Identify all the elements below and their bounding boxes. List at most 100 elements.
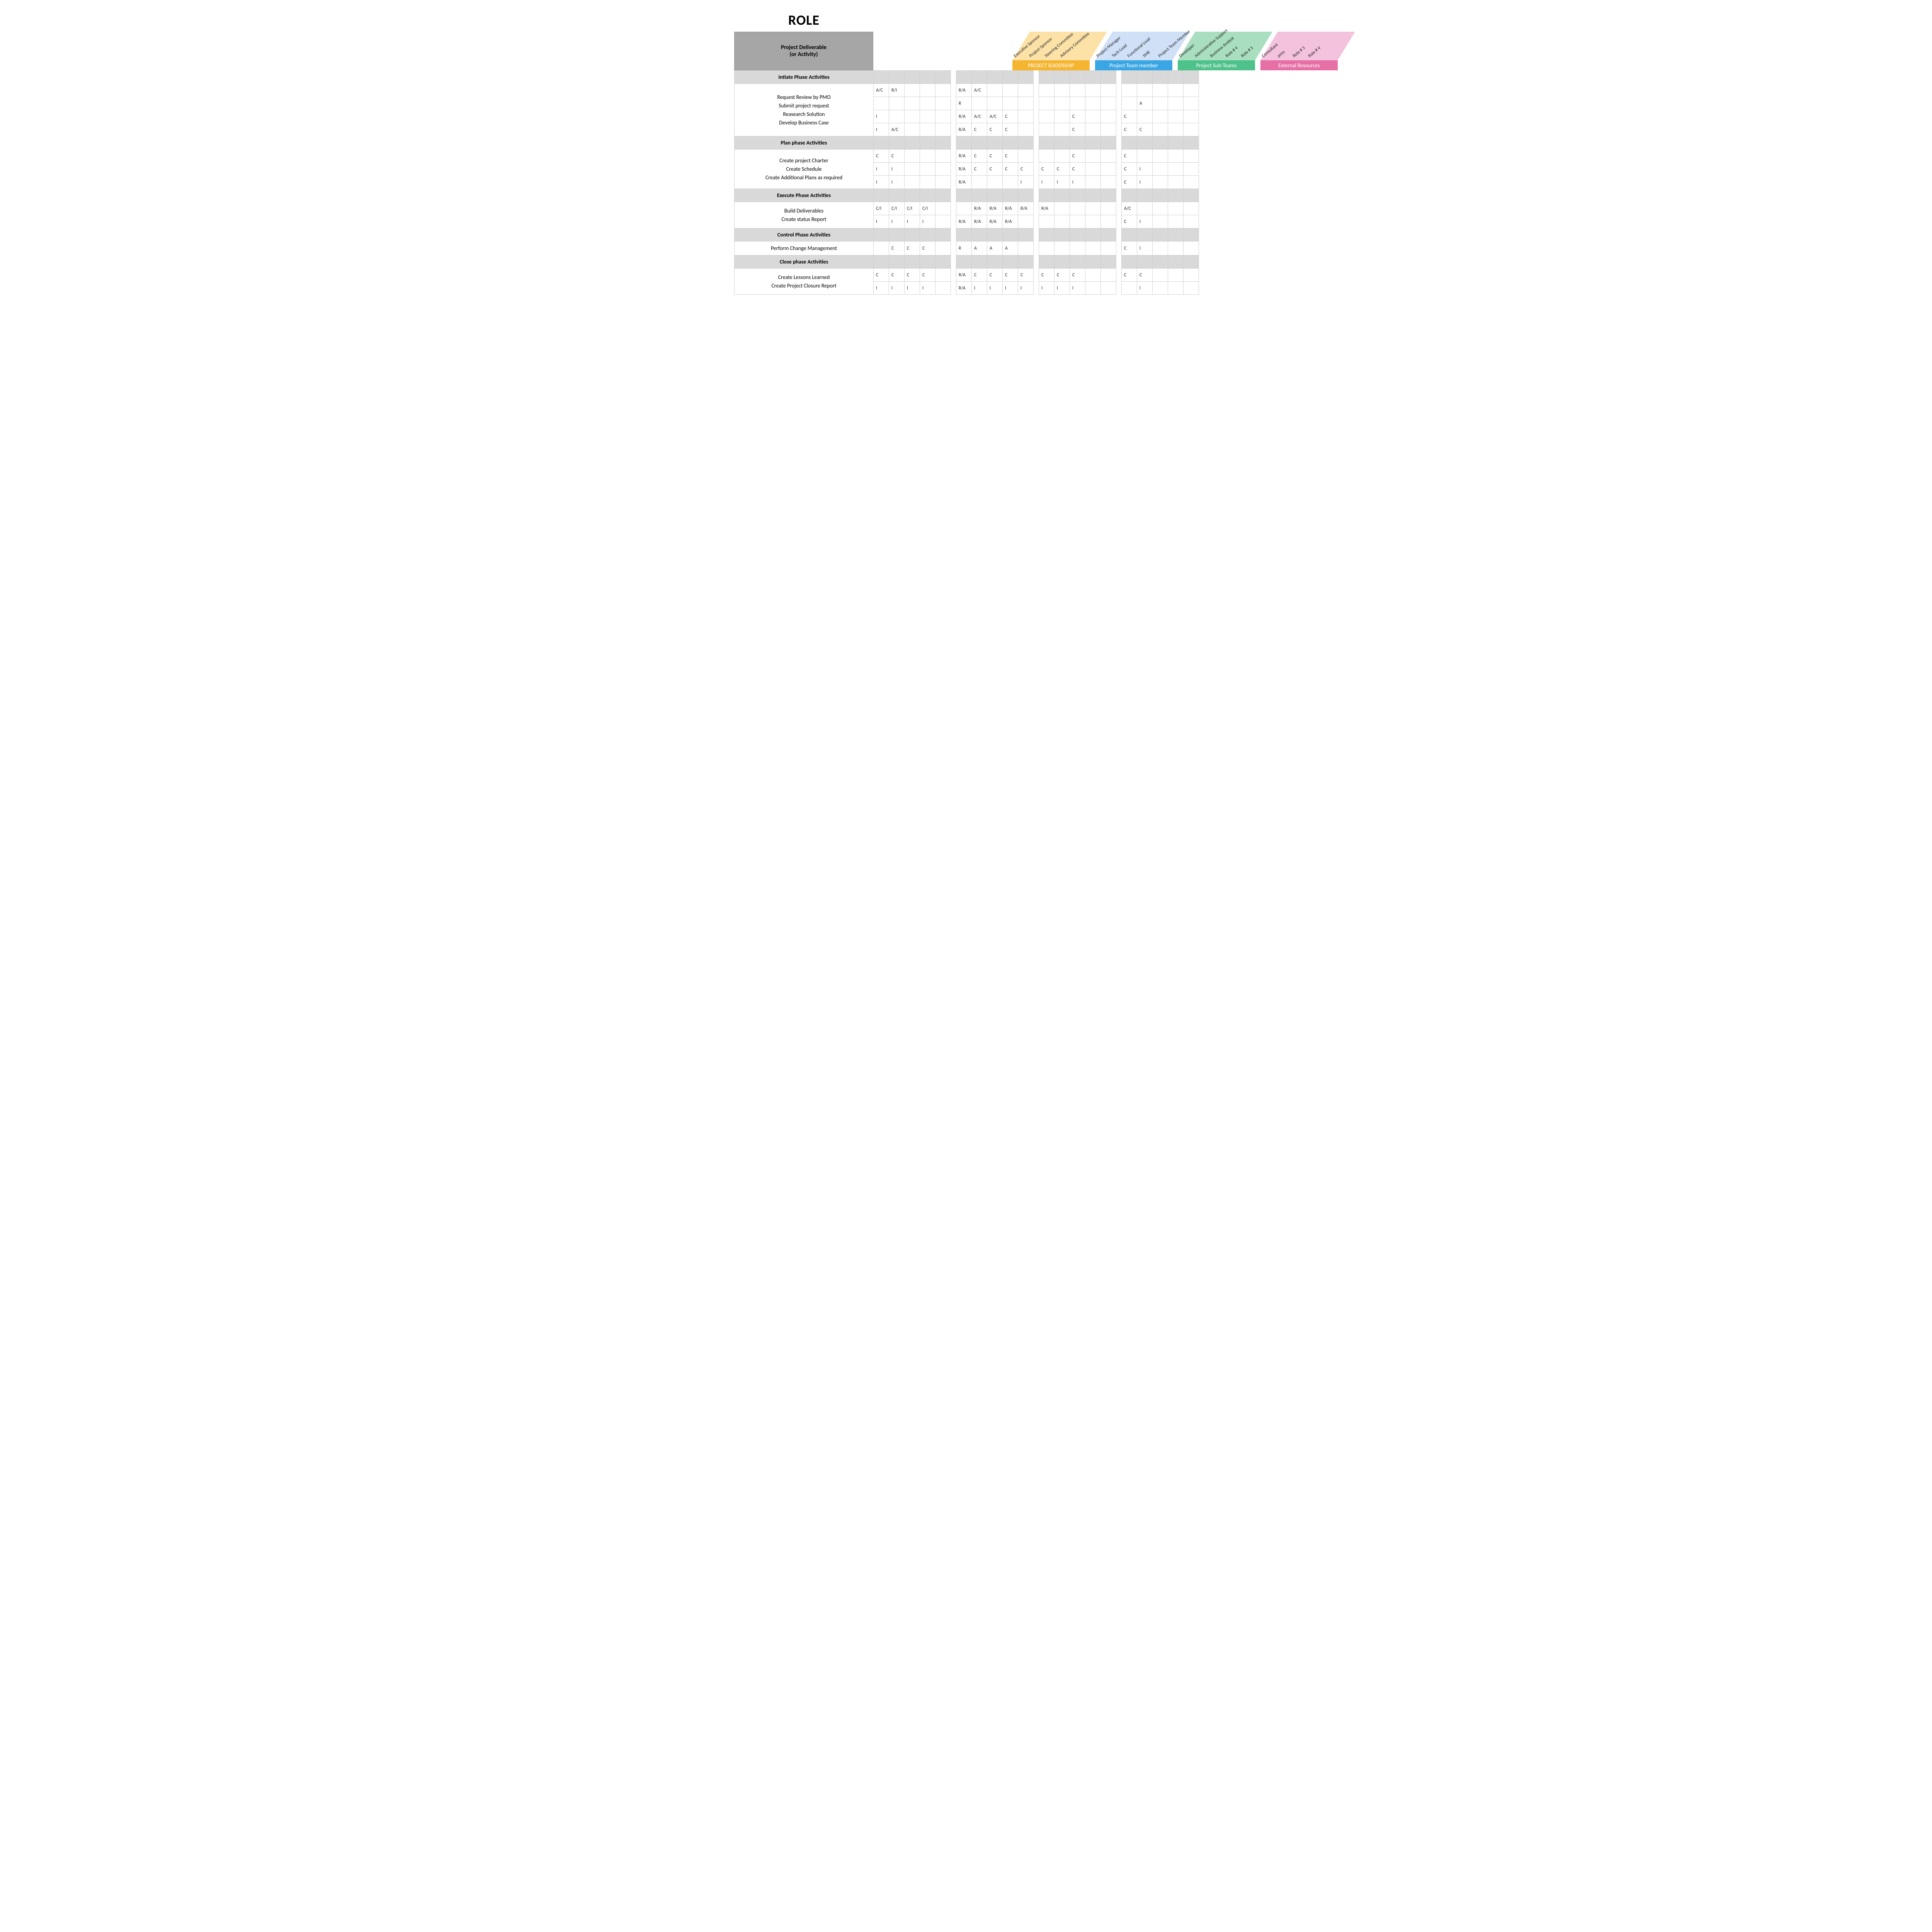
raci-cell: [1153, 163, 1168, 176]
column-gap: [1116, 242, 1122, 255]
raci-cell: [1168, 215, 1184, 228]
raci-cell: [1070, 84, 1085, 97]
raci-cell: [905, 136, 920, 150]
raci-cell: I: [874, 282, 889, 295]
activity-line: Create Lessons Learned: [740, 273, 868, 281]
raci-cell: [1168, 269, 1184, 282]
raci-cell: [1184, 215, 1199, 228]
raci-cell: I: [1070, 282, 1085, 295]
raci-cell: [1085, 282, 1101, 295]
raci-cell: [1039, 189, 1054, 202]
raci-cell: [956, 202, 972, 215]
column-gap: [951, 163, 956, 176]
raci-cell: C: [905, 242, 920, 255]
raci-cell: [905, 255, 920, 269]
raci-cell: R/A: [956, 176, 972, 189]
raci-cell: I: [920, 215, 935, 228]
role-group-bar: PROJECT lEADERSHIP: [1012, 60, 1090, 70]
activity-line: Create Additional Plans as required: [740, 173, 868, 182]
raci-cell: I: [987, 282, 1003, 295]
raci-cell: A/C: [987, 110, 1003, 123]
raci-cell: C: [987, 123, 1003, 136]
raci-cell: [1085, 84, 1101, 97]
raci-cell: [1039, 71, 1054, 84]
raci-cell: [935, 163, 951, 176]
raci-cell: [1168, 202, 1184, 215]
raci-cell: [1184, 255, 1199, 269]
raci-cell: [1153, 150, 1168, 163]
raci-cell: C: [1018, 269, 1034, 282]
raci-cell: [920, 255, 935, 269]
raci-cell: [874, 97, 889, 110]
column-gap: [1034, 150, 1039, 163]
raci-cell: I: [1137, 242, 1153, 255]
column-gap: [1034, 215, 1039, 228]
raci-cell: [1054, 215, 1070, 228]
column-gap: [1116, 123, 1122, 136]
raci-cell: [987, 176, 1003, 189]
column-gap: [1116, 269, 1122, 282]
raci-cell: C: [1054, 269, 1070, 282]
raci-cell: [1184, 202, 1199, 215]
raci-cell: C: [1039, 269, 1054, 282]
raci-cell: [1137, 136, 1153, 150]
raci-cell: C: [874, 269, 889, 282]
raci-cell: [935, 176, 951, 189]
raci-cell: [1054, 97, 1070, 110]
raci-cell: [889, 71, 905, 84]
raci-cell: [1018, 150, 1034, 163]
raci-cell: [1101, 215, 1116, 228]
raci-cell: [920, 163, 935, 176]
raci-cell: R/A: [956, 215, 972, 228]
column-gap: [951, 189, 956, 202]
raci-cell: [1085, 163, 1101, 176]
raci-cell: C: [1122, 215, 1137, 228]
raci-cell: [1018, 84, 1034, 97]
column-gap: [1116, 136, 1122, 150]
raci-cell: C: [920, 269, 935, 282]
raci-cell: [956, 71, 972, 84]
raci-cell: [1018, 242, 1034, 255]
raci-cell: [1085, 110, 1101, 123]
raci-cell: [1122, 97, 1137, 110]
raci-cell: R/A: [987, 202, 1003, 215]
raci-cell: [1168, 84, 1184, 97]
role-group-bar: External Resources: [1260, 60, 1338, 70]
raci-cell: I: [1070, 176, 1085, 189]
column-gap: [1116, 215, 1122, 228]
raci-cell: [1003, 136, 1018, 150]
raci-cell: [874, 136, 889, 150]
raci-cell: [1101, 269, 1116, 282]
raci-cell: [1153, 255, 1168, 269]
raci-cell: [1085, 255, 1101, 269]
raci-cell: [1168, 136, 1184, 150]
raci-cell: [1018, 110, 1034, 123]
column-gap: [951, 228, 956, 242]
raci-cell: [1137, 189, 1153, 202]
raci-cell: [1054, 189, 1070, 202]
raci-cell: [935, 242, 951, 255]
raci-cell: R/A: [956, 84, 972, 97]
raci-cell: [1168, 255, 1184, 269]
activity-label: Create project CharterCreate ScheduleCre…: [735, 150, 874, 189]
raci-cell: [1085, 97, 1101, 110]
raci-cell: [1184, 242, 1199, 255]
raci-cell: [1122, 228, 1137, 242]
raci-cell: [1153, 123, 1168, 136]
raci-cell: [889, 136, 905, 150]
raci-cell: [920, 97, 935, 110]
raci-cell: [1184, 84, 1199, 97]
raci-cell: [1018, 136, 1034, 150]
raci-cell: [1070, 242, 1085, 255]
raci-cell: [972, 255, 987, 269]
raci-cell: C: [1070, 150, 1085, 163]
raci-cell: C: [987, 150, 1003, 163]
raci-cell: [1101, 228, 1116, 242]
raci-cell: [1153, 97, 1168, 110]
raci-cell: C: [1070, 123, 1085, 136]
raci-cell: C: [987, 163, 1003, 176]
raci-cell: [905, 97, 920, 110]
column-gap: [1034, 242, 1039, 255]
raci-cell: [1018, 189, 1034, 202]
raci-cell: R/A: [956, 269, 972, 282]
